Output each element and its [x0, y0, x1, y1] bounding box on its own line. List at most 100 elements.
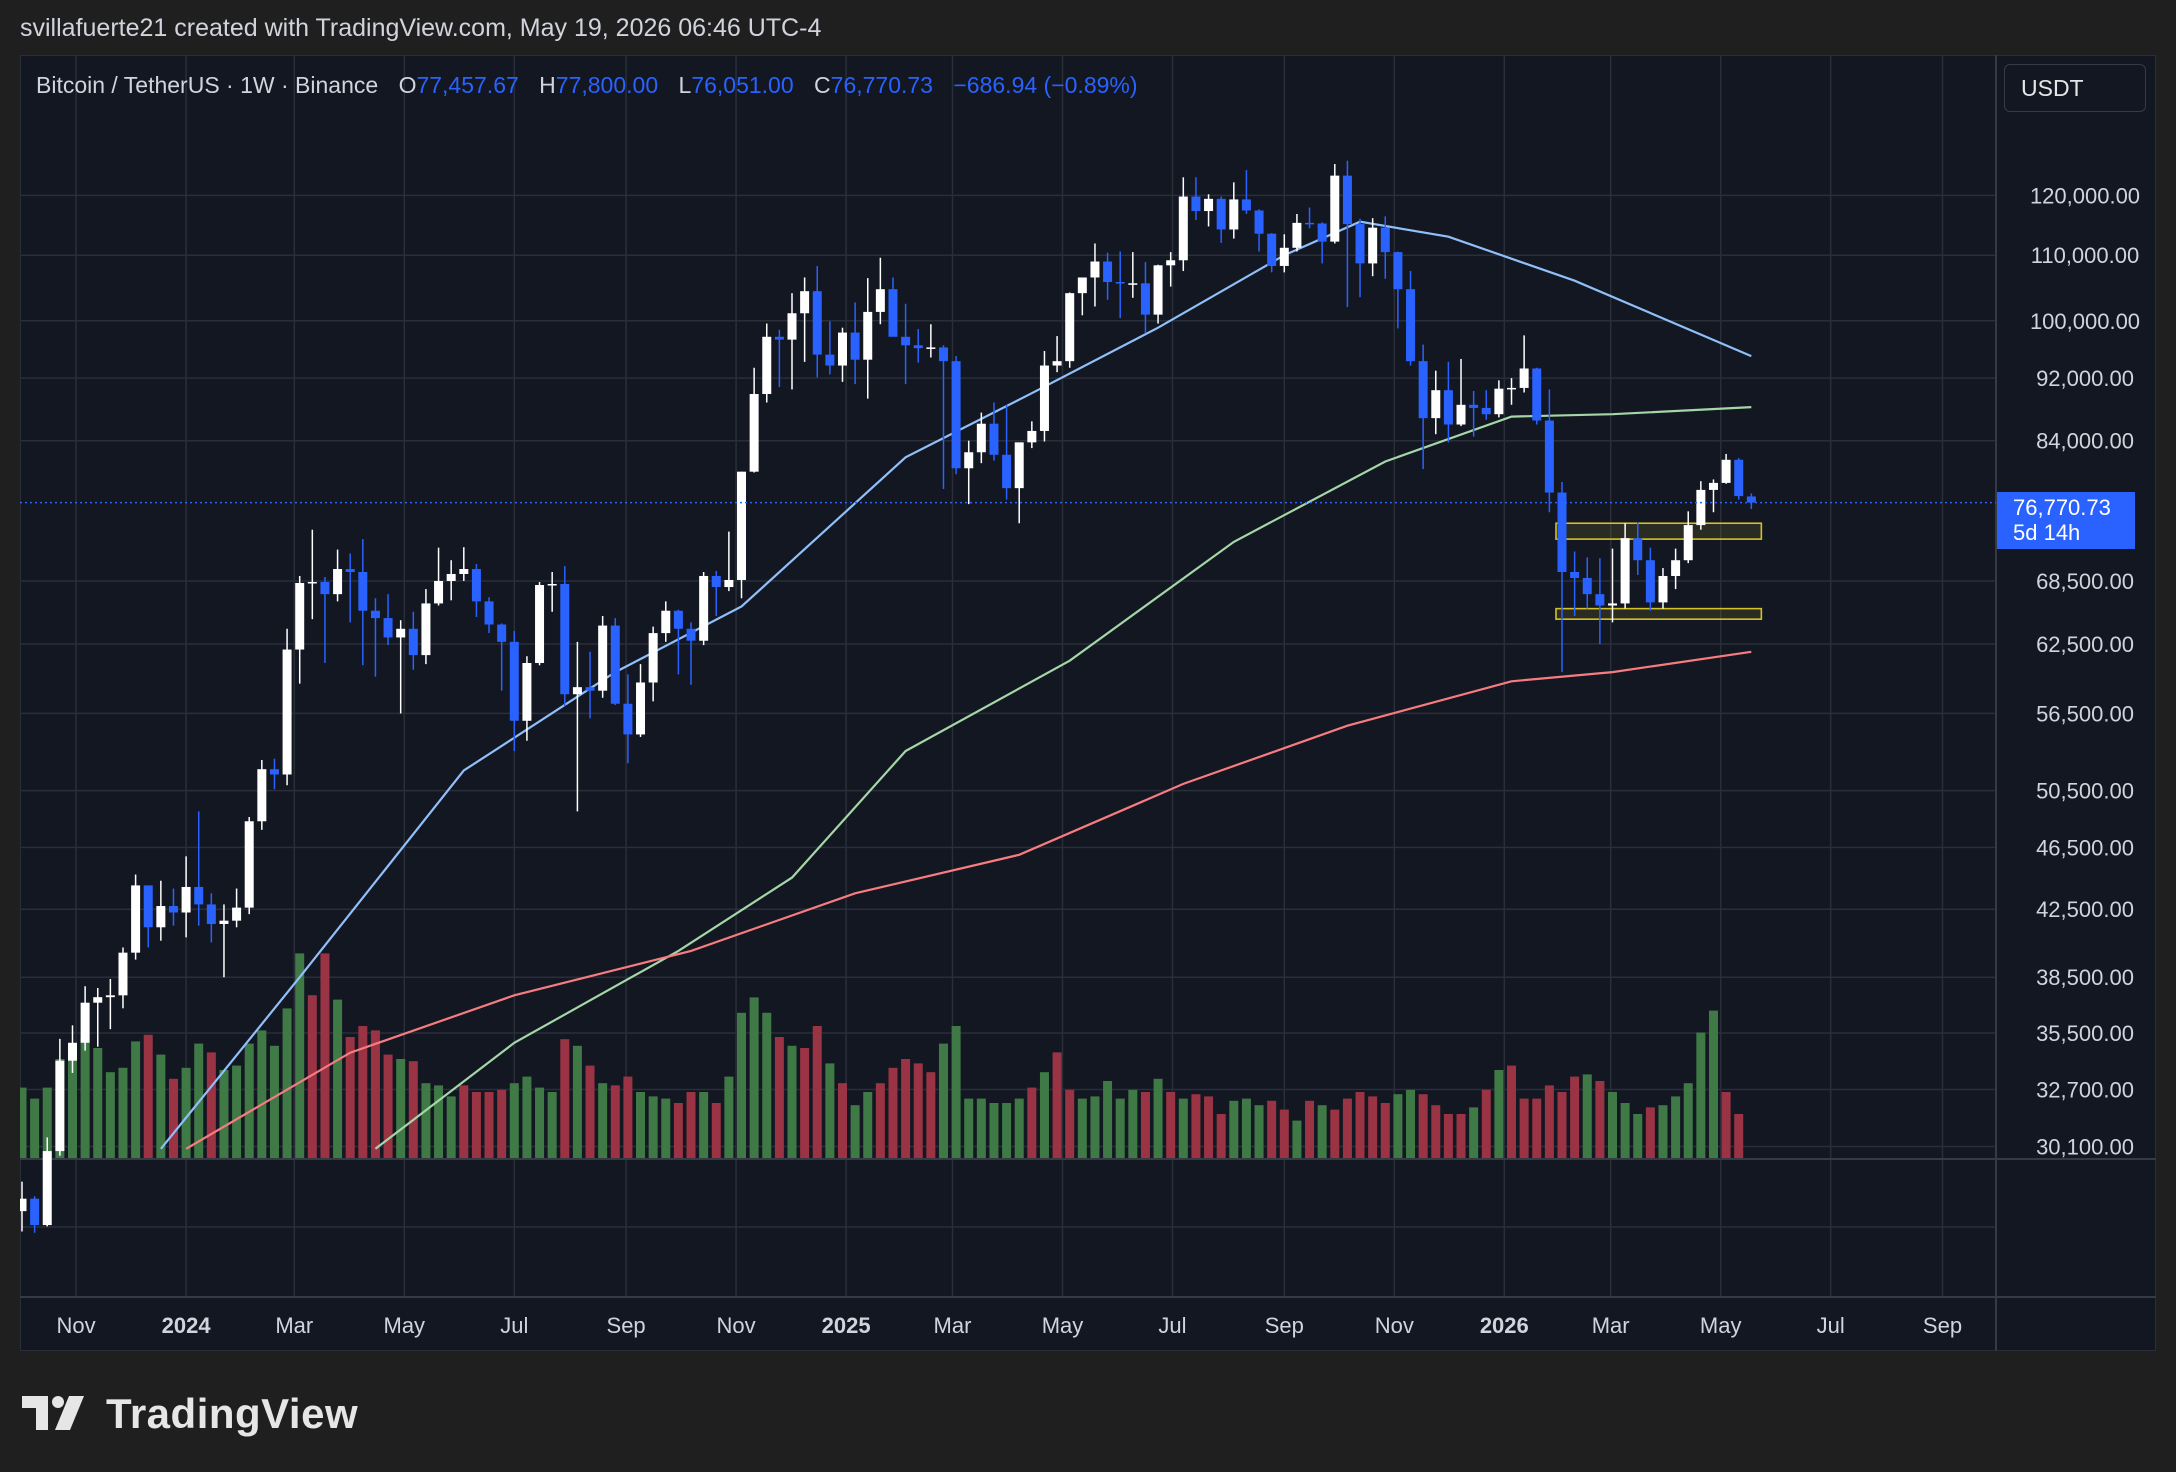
candle-body — [307, 581, 317, 584]
candle-body — [1027, 430, 1037, 443]
candle-body — [1633, 538, 1643, 561]
candle — [383, 594, 393, 646]
candle — [1166, 252, 1176, 287]
candle — [976, 412, 986, 464]
candle-body — [459, 569, 469, 574]
candle — [1204, 194, 1214, 227]
candle-body — [358, 572, 368, 611]
candle-body — [1140, 283, 1150, 315]
candle-body — [812, 291, 822, 355]
candle — [1002, 404, 1012, 500]
price-tick-label: 120,000.00 — [2030, 183, 2140, 208]
candle-body — [383, 618, 393, 638]
candle-body — [875, 289, 885, 312]
candle — [295, 575, 305, 684]
volume-bar — [610, 1085, 620, 1158]
ohlc-legend: Bitcoin / TetherUS · 1W · Binance O77,45… — [36, 72, 1138, 99]
candle — [560, 566, 570, 707]
candle-body — [1002, 454, 1012, 489]
candle-body — [888, 289, 898, 337]
candle — [181, 856, 191, 938]
candle — [535, 581, 545, 666]
volume-bar — [244, 1043, 254, 1158]
volume-bar — [358, 1026, 368, 1158]
candle-body — [30, 1198, 40, 1226]
volume-bar — [181, 1067, 191, 1158]
candle — [269, 758, 279, 790]
volume-bar — [951, 1026, 961, 1158]
price-tick-label: 100,000.00 — [2030, 309, 2140, 334]
candle-body — [181, 886, 191, 913]
moving-average-line-2 — [374, 406, 1752, 1150]
candle-body — [1103, 261, 1113, 283]
attribution-header: svillafuerte21 created with TradingView.… — [20, 14, 822, 42]
time-axis: Nov 2024 Mar May Jul Sep Nov 2025 Mar May Jul Sep No… — [57, 1313, 1963, 1338]
candle-body — [1734, 459, 1744, 497]
volume-bars — [20, 953, 1744, 1158]
candle — [837, 327, 847, 382]
candle-body — [143, 885, 153, 928]
candle — [1557, 482, 1567, 673]
candle-body — [711, 575, 721, 588]
candle — [1305, 207, 1315, 229]
candle-body — [1115, 282, 1125, 284]
candle-body — [800, 291, 810, 314]
symbol-title[interactable]: Bitcoin / TetherUS · 1W · Binance — [36, 72, 379, 98]
candle-body — [673, 610, 683, 629]
candle-body — [1305, 222, 1315, 225]
volume-bar — [636, 1092, 646, 1158]
volume-bar — [1317, 1105, 1327, 1158]
price-tick-label: 38,500.00 — [2036, 965, 2134, 990]
volume-bar — [901, 1059, 911, 1158]
candle — [1607, 548, 1617, 623]
candle-body — [1128, 283, 1138, 285]
candle — [421, 589, 431, 665]
open-value: 77,457.67 — [416, 72, 519, 98]
candle-body — [863, 311, 873, 360]
candle — [648, 626, 658, 702]
volume-bar — [257, 1030, 267, 1158]
last-price-label: 76,770.73 5d 14h — [1997, 492, 2135, 549]
candle-body — [547, 583, 557, 586]
currency-button[interactable]: USDT — [2004, 64, 2146, 112]
volume-bar — [623, 1076, 633, 1158]
candle — [1418, 344, 1428, 470]
volume-bar — [535, 1087, 545, 1158]
volume-bar — [1002, 1103, 1012, 1158]
volume-bar — [156, 1054, 166, 1158]
price-tick-label: 46,500.00 — [2036, 835, 2134, 860]
candle — [1507, 378, 1517, 405]
volume-bar — [1140, 1092, 1150, 1158]
volume-bar — [206, 1052, 216, 1158]
candle — [737, 471, 747, 599]
candle — [194, 811, 204, 926]
candle-body — [1456, 404, 1466, 425]
bar-countdown: 5d 14h — [2013, 520, 2081, 545]
close-label: C — [814, 72, 831, 98]
volume-bar — [1355, 1092, 1365, 1158]
candle-body — [724, 579, 734, 588]
candle-body — [1292, 222, 1302, 248]
candle-body — [20, 1198, 27, 1212]
volume-bar — [737, 1012, 747, 1158]
candle — [1595, 558, 1605, 645]
candle-body — [1368, 227, 1378, 264]
candle — [850, 302, 860, 385]
volume-bar — [459, 1085, 469, 1158]
price-chart[interactable]: 120,000.00 110,000.00 100,000.00 92,000.00 8… — [20, 55, 2156, 1351]
candle-body — [787, 313, 797, 340]
tradingview-logo[interactable]: TradingView — [22, 1390, 358, 1438]
candle — [434, 547, 444, 606]
candle — [1178, 177, 1188, 272]
volume-bar — [837, 1083, 847, 1158]
volume-bar — [888, 1067, 898, 1158]
volume-bar — [673, 1103, 683, 1158]
candle-body — [484, 601, 494, 625]
volume-bar — [370, 1030, 380, 1158]
volume-bar — [118, 1067, 128, 1158]
time-tick-label: 2026 — [1480, 1313, 1529, 1338]
candle — [1065, 292, 1075, 368]
last-price-value: 76,770.73 — [2013, 495, 2111, 520]
candle — [1140, 262, 1150, 334]
low-value: 76,051.00 — [691, 72, 794, 98]
